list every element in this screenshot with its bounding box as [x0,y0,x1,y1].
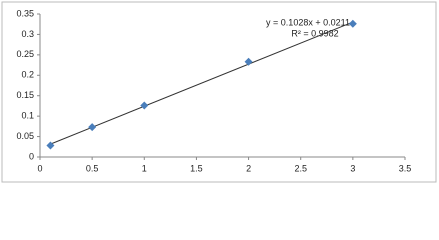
x-tick-label: 0 [37,163,42,173]
point [88,123,97,132]
equation-label: y = 0.1028x + 0.0211 [266,17,350,27]
page: {"chart_data": {"type": "scatter", "x": … [1,1,437,183]
y-tick-label: 0.15 [16,90,34,100]
point [140,101,149,110]
y-tick-label: 0.05 [16,131,34,141]
y-tick-label: 0.25 [16,49,34,59]
x-tick-label: 3 [350,163,355,173]
y-tick-label: 0.2 [21,70,34,80]
x-tick-label: 1 [142,163,147,173]
point [244,57,253,66]
x-tick-label: 2 [246,163,251,173]
y-tick-label: 0 [29,151,34,161]
y-tick-label: 0.1 [21,111,34,121]
point [348,19,357,28]
r-squared-label: R² = 0.9982 [291,28,338,38]
x-tick-label: 2.5 [294,163,307,173]
chart: y = 0.1028x + 0.0211 R² = 0.9982 0 0.05 0.… [1,1,437,183]
x-tick-label: 3.5 [399,163,412,173]
x-tick-label: 0.5 [86,163,99,173]
chart-border [1,1,437,183]
x-tick-label: 1.5 [190,163,203,173]
trendline [50,21,354,145]
y-tick-label: 0.3 [21,29,34,39]
point [46,141,55,150]
y-tick-label: 0.35 [16,8,34,18]
